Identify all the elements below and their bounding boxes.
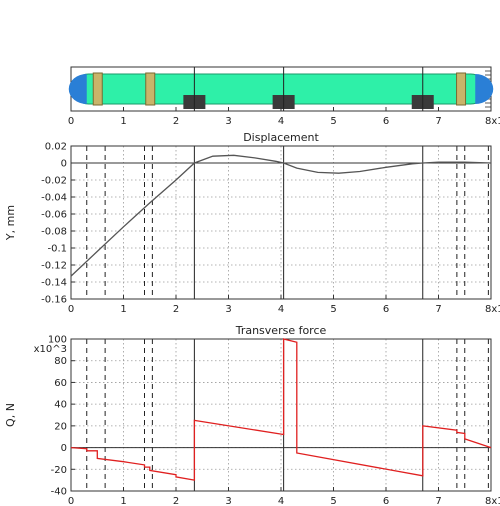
x-tick-label: 6: [383, 304, 389, 315]
series-line: [70, 338, 492, 481]
x-tick-label: 7: [435, 304, 441, 315]
y-tick-label: 0.02: [45, 142, 67, 153]
y-tick-label: -0.16: [41, 295, 67, 306]
x-tick-label: 3: [225, 304, 231, 315]
x-tick-label: 2: [173, 496, 179, 506]
x-tick-label: 0: [68, 496, 74, 506]
transverse-force-panel: 100 80 60 40 20 0 -20 -40 Transverse force Q, N 0 1…: [4, 324, 500, 506]
x-tick-label: 5: [330, 496, 336, 506]
y-tick-label: 80: [54, 356, 67, 367]
right-end-cap: [475, 74, 494, 104]
x-tick-label: 2: [173, 304, 179, 315]
y-tick-label: 0: [61, 159, 67, 170]
displacement-panel: 0.02 0 -0.02 -0.04 -0.06 -0.08 -0.1 -0.12 -0.14 -…: [4, 131, 500, 315]
y-axis-label: Q, N: [4, 403, 17, 427]
x-tick-label: 6: [383, 116, 389, 127]
x-tick-label: 4: [278, 496, 284, 506]
x-tick-label: 2: [173, 116, 179, 127]
chart-title: Transverse force: [235, 324, 327, 337]
y-tick-label: 100: [48, 335, 67, 346]
x-tick-label: 1: [120, 304, 126, 315]
x-tick-label: 0: [68, 304, 74, 315]
y-tick-label: -40: [51, 487, 67, 498]
x-tick-label: 1: [120, 116, 126, 127]
left-end-cap: [68, 74, 87, 104]
y-tick-label: -0.06: [41, 210, 67, 221]
stiffener-ring: [92, 72, 103, 106]
y-tick-label: 20: [54, 421, 67, 432]
x-tick-label: 7: [435, 116, 441, 127]
chart-title: Displacement: [243, 131, 319, 144]
y-axis-label: Y, mm: [4, 205, 17, 241]
x-tick-label: 1: [120, 496, 126, 506]
stiffener-ring: [145, 72, 156, 106]
x-tick-label: 0: [68, 116, 74, 127]
y-tick-label: -0.02: [41, 176, 67, 187]
y-tick-label: -0.14: [41, 278, 67, 289]
x-tick-label: 4: [278, 116, 284, 127]
y-tick-label: 40: [54, 400, 67, 411]
y-tick-label: -0.08: [41, 227, 67, 238]
y-tick-label: -20: [51, 465, 67, 476]
x-tick-label: 6: [383, 496, 389, 506]
y-multiplier-label: x10^3: [34, 344, 67, 355]
y-tick-label: 0: [61, 443, 67, 454]
x-tick-label: 4: [278, 304, 284, 315]
y-tick-label: -0.12: [41, 261, 67, 272]
y-tick-label: 60: [54, 378, 67, 389]
stiffener-ring: [456, 72, 467, 106]
x-tick-label: 3: [225, 116, 231, 127]
series-line: [70, 154, 492, 277]
x-tick-label: 5: [330, 116, 336, 127]
x-tick-label: 7: [435, 496, 441, 506]
y-tick-label: -0.1: [47, 244, 67, 255]
x-tick-label: 3: [225, 496, 231, 506]
x-tick-label: 5: [330, 304, 336, 315]
y-tick-label: -0.04: [41, 193, 67, 204]
